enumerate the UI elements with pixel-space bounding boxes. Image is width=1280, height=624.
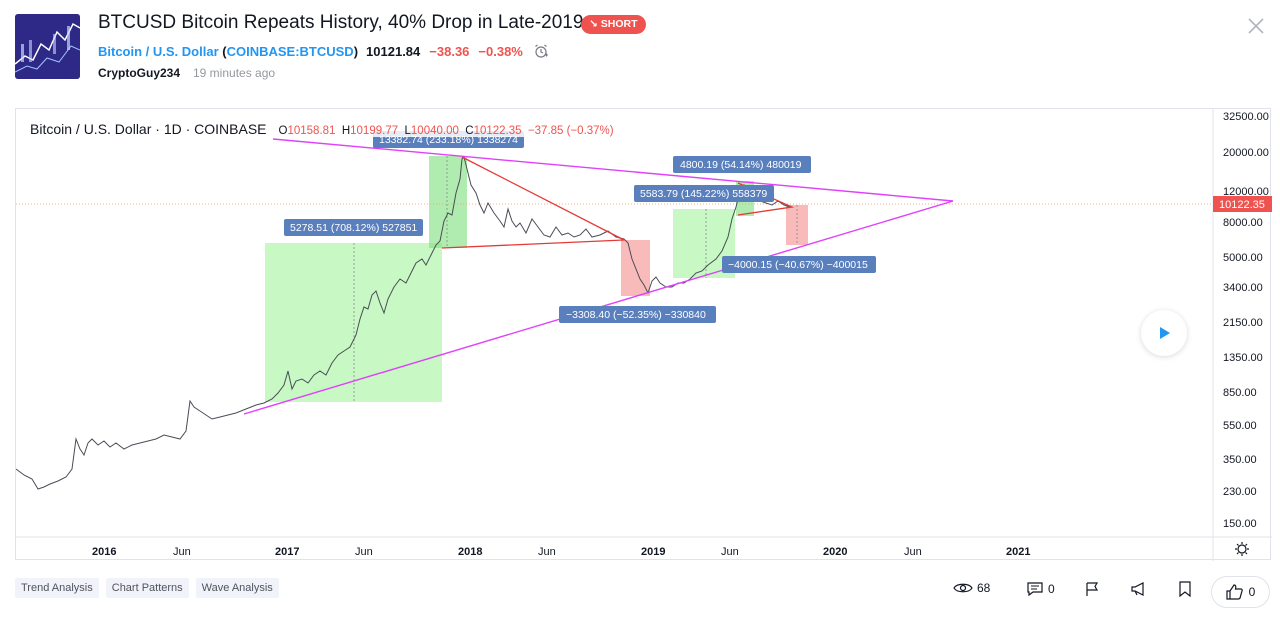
price-tick: 150.00 (1223, 518, 1257, 530)
price-tick: 5000.00 (1223, 252, 1263, 264)
author-name[interactable]: CryptoGuy234 (98, 66, 181, 80)
price-tick: 8000.00 (1223, 217, 1263, 229)
tag-chart-patterns[interactable]: Chart Patterns (105, 578, 189, 598)
time-tick: 2017 (275, 546, 299, 558)
time-tick: 2021 (1006, 546, 1030, 558)
bookmark-icon (1179, 581, 1191, 597)
chart-legend: Bitcoin / U.S. Dollar · 1D · COINBASE O1… (30, 121, 614, 137)
likes-count: 0 (1248, 585, 1256, 599)
symbol-code-link[interactable]: COINBASE:BTCUSD (226, 43, 354, 59)
descending-trendline[interactable] (272, 138, 954, 202)
price-tick: 12000.00 (1223, 186, 1269, 198)
chart-area[interactable]: 32500.00 20000.00 12000.00 8000.00 5000.… (15, 108, 1272, 561)
tag-list: Trend Analysis Chart Patterns Wave Analy… (15, 578, 279, 598)
report-button[interactable] (1084, 581, 1100, 597)
flag-icon (1086, 582, 1099, 596)
time-tick: 2020 (823, 546, 847, 558)
views-count: 68 (977, 581, 991, 595)
price-tick: 2150.00 (1223, 317, 1263, 329)
symbol-name-link[interactable]: Bitcoin / U.S. Dollar (98, 43, 219, 59)
price-change: −38.36 (429, 43, 470, 59)
symbol-line: Bitcoin / U.S. Dollar ( COINBASE:BTCUSD … (98, 43, 549, 59)
measure-label[interactable]: −4000.15 (−40.67%) −400015 (728, 259, 868, 271)
price-tick: 550.00 (1223, 420, 1257, 432)
play-replay-button[interactable] (1141, 310, 1187, 356)
share-button[interactable] (1130, 581, 1148, 597)
eye-icon (953, 583, 973, 593)
arrow-down-right-icon: ↘ (589, 18, 598, 30)
price-tick: 32500.00 (1223, 111, 1269, 123)
measure-label[interactable]: 5583.79 (145.22%) 558379 (640, 188, 767, 200)
time-tick: Jun (538, 546, 556, 558)
legend-symbol[interactable]: Bitcoin / U.S. Dollar · 1D · COINBASE (30, 121, 267, 137)
measure-label[interactable]: −3308.40 (−52.35%) −330840 (566, 309, 706, 321)
settings-gear-icon[interactable] (1235, 542, 1249, 556)
tag-wave-analysis[interactable]: Wave Analysis (195, 578, 279, 598)
comment-icon (1027, 582, 1043, 597)
posted-time: 19 minutes ago (193, 66, 276, 80)
price-series-line (16, 156, 791, 490)
time-tick: 2016 (92, 546, 116, 558)
legend-ohlc: O10158.81 H10199.77 L10040.00 C10122.35 … (278, 125, 614, 137)
price-tick: 3400.00 (1223, 282, 1263, 294)
like-button[interactable]: 0 (1211, 576, 1270, 608)
time-tick: Jun (904, 546, 922, 558)
tag-trend-analysis[interactable]: Trend Analysis (15, 578, 99, 598)
idea-thumbnail[interactable] (15, 14, 80, 79)
views-counter: 68 (953, 581, 990, 595)
last-price-marker (1213, 196, 1272, 212)
measure-label[interactable]: 5278.51 (708.12%) 527851 (290, 222, 417, 234)
time-tick: 2018 (458, 546, 482, 558)
measure-label[interactable]: 4800.19 (54.14%) 480019 (680, 159, 802, 171)
price-tick: 850.00 (1223, 387, 1257, 399)
symbol-price: 10121.84 (366, 43, 421, 59)
play-icon (1160, 327, 1170, 339)
alarm-clock-icon[interactable] (533, 43, 549, 59)
long-position-box-2017[interactable] (265, 243, 442, 402)
close-icon[interactable] (1244, 14, 1268, 38)
comments-button[interactable]: 0 (1026, 581, 1055, 597)
idea-title: BTCUSD Bitcoin Repeats History, 40% Drop… (98, 12, 584, 33)
bookmark-button[interactable] (1178, 581, 1192, 597)
price-change-percent: −0.38% (478, 43, 523, 59)
megaphone-icon (1131, 582, 1144, 596)
time-tick: Jun (721, 546, 739, 558)
time-tick: Jun (355, 546, 373, 558)
chart-canvas[interactable]: 32500.00 20000.00 12000.00 8000.00 5000.… (16, 109, 1272, 561)
price-tick: 20000.00 (1223, 147, 1269, 159)
comments-count: 0 (1048, 582, 1055, 596)
short-badge: ↘ SHORT (581, 15, 647, 34)
short-badge-label: SHORT (600, 18, 638, 30)
symmetrical-triangle-2018[interactable] (441, 156, 627, 249)
thumbs-up-icon (1226, 584, 1243, 600)
idea-actions: 68 0 0 (950, 576, 1271, 608)
price-tick: 350.00 (1223, 454, 1257, 466)
price-tick: 1350.00 (1223, 352, 1263, 364)
time-tick: 2019 (641, 546, 665, 558)
measure-label[interactable]: 13382.74 (233.18%) 1338274 (379, 134, 518, 146)
time-tick: Jun (173, 546, 191, 558)
last-price-label: 10122.35 (1219, 199, 1265, 211)
price-tick: 230.00 (1223, 486, 1257, 498)
